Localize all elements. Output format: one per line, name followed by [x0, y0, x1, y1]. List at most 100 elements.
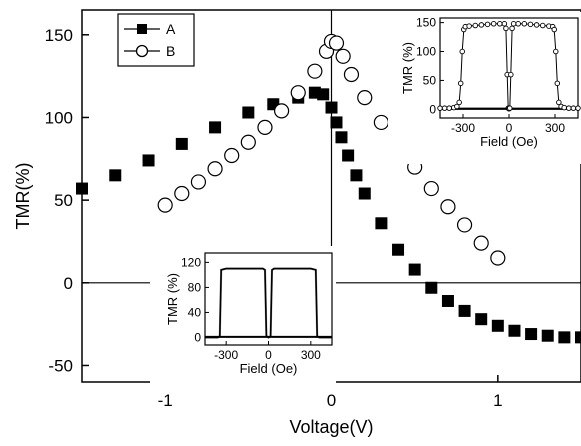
series-b-point — [328, 35, 345, 51]
inset-y-tick-label: 150 — [416, 16, 436, 30]
inset-y-tick-label: 120 — [181, 255, 201, 269]
y-tick-label: 100 — [45, 108, 73, 127]
inset-series-shadow — [205, 267, 332, 339]
inset-series-point — [478, 22, 485, 28]
series-b-point — [373, 114, 389, 131]
inset-series-point — [521, 21, 528, 27]
series-a-point — [408, 263, 421, 276]
legend: AB — [117, 13, 195, 67]
series-b-point — [290, 85, 306, 101]
y-tick-label: 50 — [54, 191, 73, 210]
series-b-point — [257, 119, 273, 135]
inset-series-point — [456, 99, 462, 106]
inset-x-tick-label: -300 — [451, 121, 475, 135]
inset-series-point — [551, 26, 557, 33]
series-a-point — [508, 324, 521, 337]
series-b-point — [207, 161, 223, 177]
inset-frame — [204, 252, 333, 346]
series-a-point — [375, 217, 388, 230]
inset-series-point — [457, 80, 464, 87]
inset-x-tick-label: 0 — [506, 121, 513, 135]
series-a-point — [541, 329, 554, 342]
inset-series-point — [566, 105, 572, 111]
series-a-point — [525, 328, 538, 341]
series-b-point — [224, 147, 240, 164]
inset-y-axis-title: TMR (%) — [400, 42, 415, 94]
inset-series-point — [509, 25, 515, 32]
inset-x-tick-label: 300 — [545, 121, 565, 135]
y-tick-label: -50 — [48, 356, 73, 375]
inset-series-point — [507, 105, 513, 111]
series-b-point — [174, 185, 190, 202]
series-b-point — [240, 134, 256, 150]
inset-series-point — [527, 21, 534, 28]
inset-series-point — [441, 105, 448, 111]
inset-y-tick-label: 50 — [423, 73, 437, 87]
series-a-point — [458, 304, 471, 317]
x-tick-label: 0 — [327, 391, 336, 410]
inset-series-point — [472, 22, 479, 29]
y-tick-label: 0 — [64, 274, 73, 293]
legend-box — [117, 13, 195, 67]
series-b-point — [307, 63, 323, 79]
inset-series-point — [539, 22, 546, 29]
series-b-point — [423, 180, 439, 197]
series-a-point — [142, 154, 155, 167]
inset-y-tick-label: 0 — [194, 330, 201, 344]
inset-series-point — [533, 22, 540, 28]
inset-x-axis-title: Field (Oe) — [240, 361, 298, 376]
inset-series-point — [466, 23, 472, 29]
legend-b-label: B — [166, 43, 175, 59]
inset-series-point — [554, 80, 561, 87]
x-axis-title: Voltage(V) — [289, 417, 373, 437]
inset-y-tick-label: 0 — [429, 102, 436, 116]
series-a-point — [175, 137, 188, 150]
series-a-point — [325, 101, 338, 114]
inset-series-point — [575, 105, 581, 111]
inset-bottom: -300 0 300 0 40 80 120 Field (Oe) TMR (%) — [150, 246, 336, 385]
series-a-point — [76, 182, 88, 195]
series-b-point — [190, 174, 207, 190]
series-b-point — [274, 103, 290, 119]
inset-series-point — [459, 48, 465, 55]
inset-series-point — [446, 105, 452, 111]
inset-y-tick-label: 40 — [188, 305, 202, 319]
series-a-point — [475, 313, 488, 326]
series-a-point — [441, 294, 454, 307]
series-a-point — [317, 88, 330, 101]
inset-series-point — [508, 71, 514, 78]
inset-series-point — [484, 21, 491, 28]
inset-series-point — [501, 21, 508, 27]
series-a-point — [392, 243, 405, 256]
inset-y-tick-label: 100 — [416, 45, 436, 59]
x-tick-label: -1 — [158, 391, 173, 410]
inset-series-point — [556, 99, 562, 106]
inset-top-right: -300 0 300 0 50 100 150 Field (Oe) TMR (%) — [388, 12, 581, 164]
inset-series-point — [503, 25, 509, 32]
inset-series-point — [497, 21, 503, 27]
series-a-point — [109, 169, 122, 182]
inset-series-point — [510, 21, 517, 27]
series-a-point — [242, 106, 255, 119]
series-b-point — [473, 235, 489, 251]
series-b-point — [343, 66, 360, 83]
series-a-point — [558, 331, 571, 344]
inset-series-point — [561, 104, 567, 111]
inset-series-line — [205, 267, 332, 339]
inset-x-tick-label: 0 — [265, 348, 272, 362]
y-tick-label: 150 — [45, 26, 73, 45]
inset-x-tick-label: 300 — [301, 348, 321, 362]
series-a-point — [425, 281, 438, 294]
series-a-point — [209, 121, 222, 134]
series-a-point — [491, 319, 504, 332]
legend-b-marker — [135, 44, 149, 58]
series-a — [76, 86, 581, 344]
series-a-point — [330, 116, 343, 129]
inset-series-point — [553, 48, 559, 55]
y-axis-title: TMR(%) — [13, 163, 33, 230]
inset-x-tick-label: -300 — [214, 348, 238, 362]
series-a-point — [342, 149, 355, 162]
inset-y-tick-label: 80 — [188, 280, 202, 294]
